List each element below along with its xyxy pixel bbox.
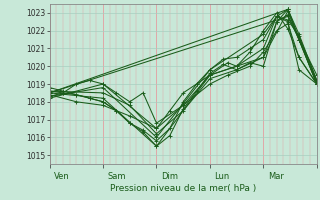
Text: Ven: Ven (54, 172, 70, 181)
Text: Pression niveau de la mer( hPa ): Pression niveau de la mer( hPa ) (110, 184, 256, 193)
Text: Mar: Mar (268, 172, 284, 181)
Text: Sam: Sam (108, 172, 126, 181)
Text: Lun: Lun (214, 172, 230, 181)
Text: Dim: Dim (161, 172, 178, 181)
